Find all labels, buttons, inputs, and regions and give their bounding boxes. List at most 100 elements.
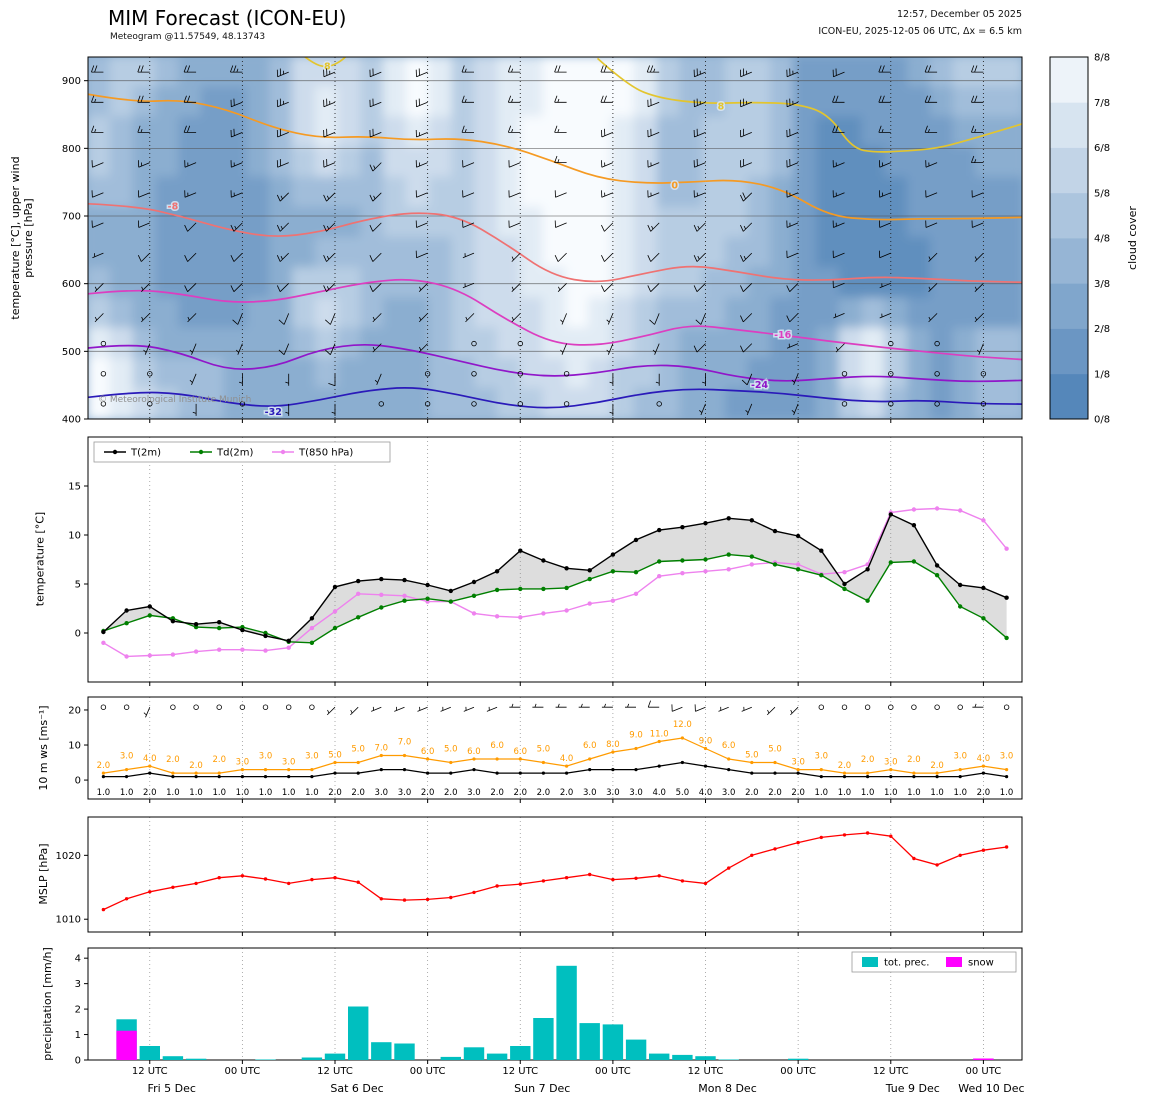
svg-text:7.0: 7.0: [375, 744, 389, 754]
svg-text:Sat 6 Dec: Sat 6 Dec: [330, 1082, 383, 1095]
svg-text:1.0: 1.0: [259, 788, 273, 798]
svg-text:00 UTC: 00 UTC: [595, 1066, 631, 1077]
svg-text:8: 8: [718, 101, 725, 112]
svg-text:2.0: 2.0: [444, 788, 458, 798]
svg-text:-24: -24: [751, 380, 769, 391]
cloud-cover-colorbar: 8/8 7/8 6/8 5/8 4/8 3/8 2/8 1/8 0/8: [1049, 53, 1110, 426]
svg-text:1.0: 1.0: [97, 788, 111, 798]
axis-label-precipitation: precipitation [mm/h]: [41, 947, 54, 1061]
svg-text:Sun 7 Dec: Sun 7 Dec: [514, 1082, 570, 1095]
svg-text:0: 0: [671, 181, 678, 192]
svg-text:Wed 10 Dec: Wed 10 Dec: [958, 1082, 1024, 1095]
svg-text:5.0: 5.0: [745, 751, 759, 761]
axis-label-cloud-cover: cloud cover: [1126, 206, 1139, 270]
svg-text:1.0: 1.0: [212, 788, 226, 798]
svg-text:12 UTC: 12 UTC: [873, 1066, 909, 1077]
svg-text:snow: snow: [968, 958, 994, 969]
svg-text:1.0: 1.0: [1000, 788, 1014, 798]
svg-text:0: 0: [75, 776, 81, 787]
temperature-panel: [101, 506, 1009, 659]
svg-text:12 UTC: 12 UTC: [132, 1066, 168, 1077]
svg-text:1/8: 1/8: [1094, 369, 1110, 380]
svg-text:T(850 hPa): T(850 hPa): [298, 448, 353, 459]
svg-text:1.0: 1.0: [861, 788, 875, 798]
svg-text:tot. prec.: tot. prec.: [884, 958, 929, 969]
svg-text:1: 1: [75, 1030, 81, 1041]
svg-text:2/8: 2/8: [1094, 324, 1110, 335]
wind-panel: 2.0 3.0 4.0 2.0 2.0 2.0 3.0 3.0 3.0 3.0 5.0 5.0 7.0 7…: [97, 700, 1014, 798]
svg-text:Td(2m): Td(2m): [216, 448, 253, 459]
svg-text:10: 10: [68, 741, 81, 752]
svg-text:8.0: 8.0: [606, 740, 620, 750]
svg-text:9.0: 9.0: [629, 731, 643, 741]
svg-text:700: 700: [62, 212, 81, 223]
svg-text:00 UTC: 00 UTC: [225, 1066, 261, 1077]
svg-text:6.0: 6.0: [722, 741, 736, 751]
svg-text:2.0: 2.0: [513, 788, 527, 798]
svg-text:3.0: 3.0: [120, 752, 134, 762]
svg-text:0/8: 0/8: [1094, 415, 1110, 426]
svg-text:6.0: 6.0: [513, 747, 527, 757]
svg-text:Fri 5 Dec: Fri 5 Dec: [148, 1082, 196, 1095]
axis-label-windspeed: 10 m ws [ms⁻¹]: [37, 705, 50, 791]
svg-text:Mon 8 Dec: Mon 8 Dec: [698, 1082, 756, 1095]
svg-text:2.0: 2.0: [490, 788, 504, 798]
svg-text:4.0: 4.0: [560, 754, 574, 764]
svg-text:4.0: 4.0: [143, 754, 157, 764]
svg-text:2.0: 2.0: [977, 788, 991, 798]
svg-text:3.0: 3.0: [375, 788, 389, 798]
svg-text:1.0: 1.0: [120, 788, 134, 798]
upper-air-frame: [87, 56, 1023, 420]
svg-text:5.0: 5.0: [328, 751, 342, 761]
svg-text:3.0: 3.0: [583, 788, 597, 798]
svg-text:1.0: 1.0: [166, 788, 180, 798]
svg-text:5.0: 5.0: [537, 745, 551, 755]
svg-text:5/8: 5/8: [1094, 188, 1110, 199]
svg-text:3.0: 3.0: [722, 788, 736, 798]
svg-text:3.0: 3.0: [815, 752, 829, 762]
svg-text:4.0: 4.0: [977, 754, 991, 764]
svg-text:2.0: 2.0: [838, 761, 852, 771]
svg-text:6.0: 6.0: [490, 741, 504, 751]
svg-text:10: 10: [68, 531, 81, 542]
svg-text:2.0: 2.0: [745, 788, 759, 798]
svg-text:1010: 1010: [56, 915, 81, 926]
svg-text:4.0: 4.0: [699, 788, 713, 798]
svg-text:3: 3: [75, 979, 81, 990]
svg-text:500: 500: [62, 347, 81, 358]
svg-text:12 UTC: 12 UTC: [688, 1066, 724, 1077]
svg-text:1020: 1020: [56, 851, 81, 862]
page-title: MIM Forecast (ICON-EU): [108, 6, 347, 30]
svg-text:2.0: 2.0: [791, 788, 805, 798]
svg-text:3.0: 3.0: [282, 758, 296, 768]
svg-text:2.0: 2.0: [560, 788, 574, 798]
svg-text:8/8: 8/8: [1094, 53, 1110, 64]
svg-text:3.0: 3.0: [629, 788, 643, 798]
svg-text:4.0: 4.0: [652, 788, 666, 798]
svg-text:6.0: 6.0: [467, 747, 481, 757]
svg-text:1.0: 1.0: [282, 788, 296, 798]
svg-text:800: 800: [62, 144, 81, 155]
svg-text:3.0: 3.0: [791, 758, 805, 768]
svg-text:900: 900: [62, 76, 81, 87]
svg-text:2.0: 2.0: [166, 755, 180, 765]
svg-text:2.0: 2.0: [212, 755, 226, 765]
svg-text:8: 8: [324, 61, 331, 72]
svg-text:T(2m): T(2m): [130, 448, 161, 459]
temperature-legend: T(2m) Td(2m) T(850 hPa): [93, 441, 391, 463]
svg-text:2.0: 2.0: [930, 761, 944, 771]
svg-text:3.0: 3.0: [305, 752, 319, 762]
svg-text:1.0: 1.0: [305, 788, 319, 798]
svg-text:3.0: 3.0: [606, 788, 620, 798]
svg-text:6.0: 6.0: [421, 747, 435, 757]
svg-text:3.0: 3.0: [884, 758, 898, 768]
svg-text:7/8: 7/8: [1094, 98, 1110, 109]
svg-text:7.0: 7.0: [398, 738, 412, 748]
svg-text:2.0: 2.0: [537, 788, 551, 798]
svg-text:0: 0: [75, 1056, 81, 1067]
svg-text:3.0: 3.0: [236, 758, 250, 768]
svg-text:15: 15: [68, 482, 81, 493]
svg-text:9.0: 9.0: [699, 737, 713, 747]
svg-text:12.0: 12.0: [673, 720, 692, 730]
